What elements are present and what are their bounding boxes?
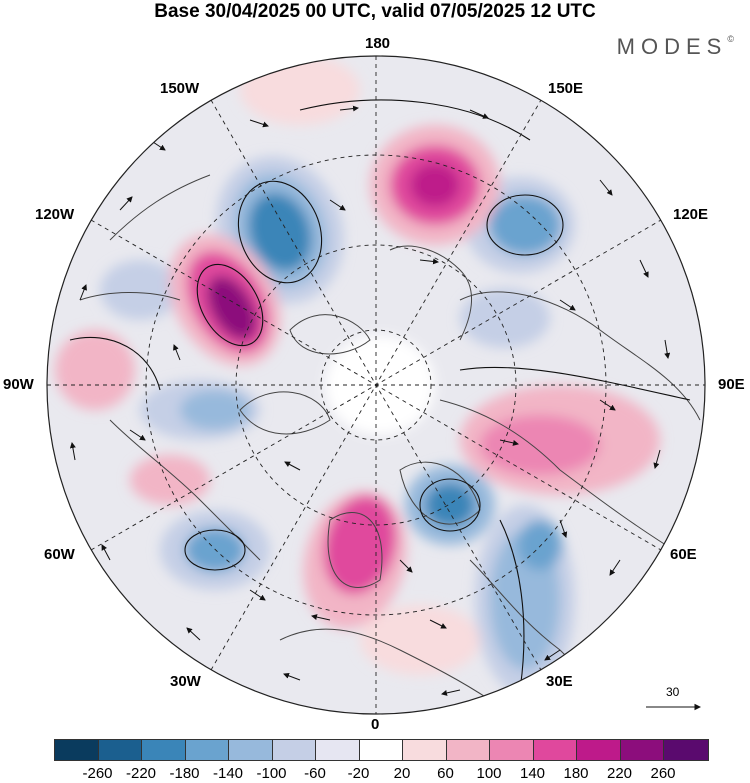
graticule <box>47 56 705 714</box>
colorbar-tick-label: 60 <box>437 765 454 782</box>
colorbar-box <box>664 740 708 760</box>
colorbar-box <box>185 740 229 760</box>
lon-label-120e: 120E <box>673 206 709 223</box>
colorbar-box <box>272 740 316 760</box>
coastlines <box>79 174 701 701</box>
page-title: Base 30/04/2025 00 UTC, valid 07/05/2025… <box>154 1 596 22</box>
colorbar-box <box>142 740 186 760</box>
height-contours <box>69 99 691 691</box>
colorbar-tick-label: -20 <box>347 765 370 782</box>
colorbar-box <box>55 740 99 760</box>
colorbar-box <box>577 740 621 760</box>
lon-label-150e: 150E <box>548 80 584 97</box>
colorbar-tick-label: 100 <box>476 765 502 782</box>
colorbar-tick-label: 140 <box>519 765 546 782</box>
colorbar-box <box>533 740 577 760</box>
colorbar-tick-label: -100 <box>256 765 287 782</box>
colorbar-tick-label: -60 <box>304 765 326 782</box>
reference-vector-label: 30 <box>666 685 680 699</box>
colorbar-tick-label: 220 <box>606 765 633 782</box>
lon-label-150w: 150W <box>160 80 200 97</box>
lon-label-90e: 90E <box>718 376 745 393</box>
lon-label-0: 0 <box>371 716 380 733</box>
colorbar-tick-label: -260 <box>82 765 113 782</box>
colorbar <box>54 739 709 761</box>
colorbar-tick-label: 180 <box>563 765 589 782</box>
lon-label-180: 180 <box>365 35 391 52</box>
lon-label-30e: 30E <box>546 673 573 690</box>
modes-logo: MODES© <box>616 34 734 59</box>
lon-label-90w: 90W <box>3 376 34 393</box>
colorbar-box <box>403 740 447 760</box>
lon-label-30w: 30W <box>170 673 201 690</box>
colorbar-box <box>229 740 273 760</box>
colorbar-box <box>446 740 490 760</box>
colorbar-tick-label: 260 <box>650 765 676 782</box>
lon-label-60w: 60W <box>44 546 75 563</box>
colorbar-tick-label: 20 <box>393 765 411 782</box>
colorbar-box <box>98 740 142 760</box>
colorbar-tick-label: -180 <box>169 765 200 782</box>
lon-label-60e: 60E <box>670 546 697 563</box>
lon-label-120w: 120W <box>35 206 75 223</box>
colorbar-box <box>490 740 534 760</box>
colorbar-box <box>359 740 403 760</box>
colorbar-tick-label: -220 <box>125 765 157 782</box>
colorbar-box <box>316 740 360 760</box>
colorbar-tick-label: -140 <box>212 765 244 782</box>
colorbar-box <box>620 740 664 760</box>
map-frame <box>46 55 706 715</box>
